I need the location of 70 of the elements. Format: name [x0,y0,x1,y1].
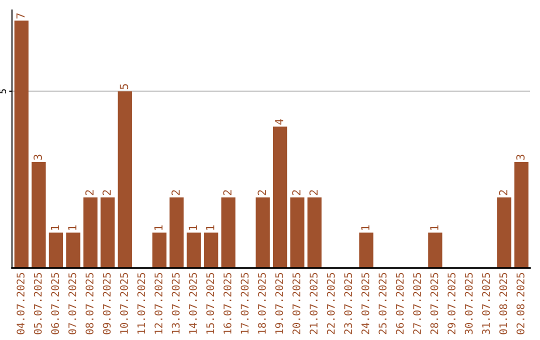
x-tick-label: 20.07.2025 [292,273,300,334]
x-tick-label: 08.07.2025 [86,273,94,334]
data-label: 3 [516,154,525,160]
x-tick-label: 28.07.2025 [430,273,438,334]
x-tick-label: 02.08.2025 [516,273,524,334]
x-tick-label: 25.07.2025 [378,273,387,334]
x-tick-label: 24.07.2025 [361,273,370,334]
x-tick-label: 12.07.2025 [154,273,162,334]
x-tick-label: 27.07.2025 [413,273,422,334]
x-tick-label: 15.07.2025 [206,273,214,334]
bar [100,197,115,268]
data-label: 1 [206,225,214,230]
bar [186,232,201,268]
data-label: 5 [120,84,128,90]
bar [221,197,236,268]
data-label: 2 [85,190,94,196]
data-label: 2 [102,190,111,196]
x-tick-label: 19.07.2025 [275,273,284,334]
bar [256,197,270,268]
x-tick-label: 14.07.2025 [189,273,197,334]
x-tick-label: 29.07.2025 [448,273,456,334]
data-label: 2 [223,190,232,196]
data-label: 2 [258,190,266,196]
bar [272,126,288,268]
bar [32,162,46,268]
data-label: 2 [498,190,508,196]
bar [359,232,374,268]
x-tick-label: 10.07.2025 [120,273,128,334]
bar [83,197,98,268]
bar [66,232,80,268]
data-label: 2 [292,190,300,196]
bar [14,20,29,268]
data-label: 3 [34,154,42,160]
data-label: 1 [154,225,162,230]
x-tick-label: 18.07.2025 [258,273,266,334]
x-tick-label: 11.07.2025 [137,273,146,334]
data-label: 2 [309,190,318,196]
x-tick-label: 31.07.2025 [482,273,490,334]
x-tick-label: 07.07.2025 [68,273,76,334]
bar [48,232,64,268]
bar [307,197,322,268]
bar [152,232,166,268]
x-tick-label: 05.07.2025 [34,273,42,334]
x-tick-label: 04.07.2025 [16,273,25,334]
x-tick-label: 09.07.2025 [102,273,111,334]
bar [290,197,304,268]
data-label: 4 [275,119,284,125]
x-tick-label: 16.07.2025 [224,273,232,334]
data-label: 1 [50,225,60,230]
bar [514,162,528,268]
data-label: 2 [171,190,180,196]
x-tick-label: 30.07.2025 [464,273,473,334]
data-label: 1 [68,225,76,230]
x-tick-label: 21.07.2025 [310,273,318,334]
data-label: 1 [188,225,197,230]
x-tick-label: 01.08.2025 [499,273,508,334]
bar [118,91,132,268]
bar [428,232,442,268]
bar [170,197,184,268]
data-label: 7 [16,13,25,18]
bar [204,232,218,268]
data-label: 1 [361,225,370,230]
x-tick-label: 13.07.2025 [172,273,180,334]
x-tick-label: 22.07.2025 [326,273,335,334]
data-label: 1 [430,225,438,230]
bar [497,197,512,268]
x-tick-label: 06.07.2025 [51,273,60,334]
x-tick-label: 26.07.2025 [396,273,404,334]
x-tick-label: 17.07.2025 [240,273,249,334]
x-tick-label: 23.07.2025 [344,273,352,334]
